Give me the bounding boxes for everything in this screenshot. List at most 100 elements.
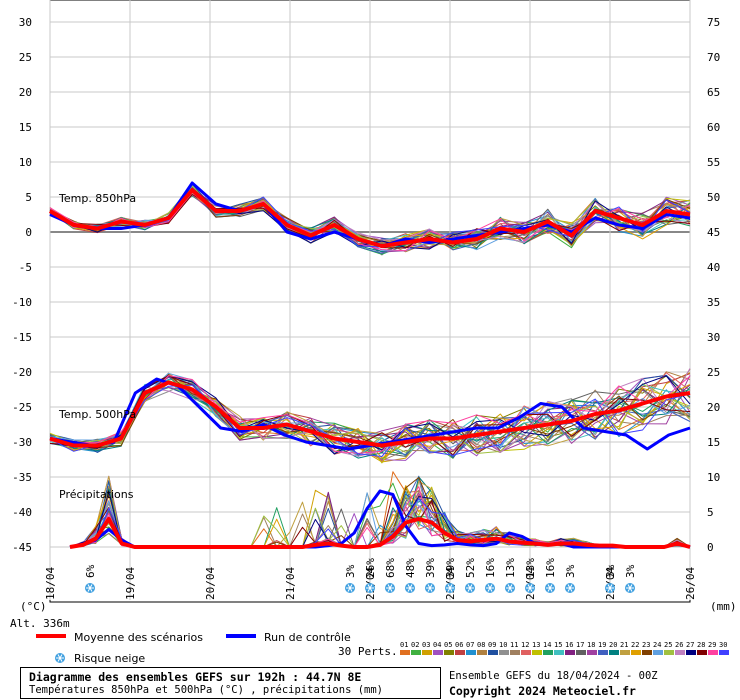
left-tick-label: 5 xyxy=(25,191,32,204)
left-tick-label: 10 xyxy=(19,156,32,169)
snow-risk-marker: 52% xyxy=(464,558,477,593)
left-tick-label: 25 xyxy=(19,51,32,64)
pert-swatch xyxy=(455,650,465,655)
pert-swatch xyxy=(653,650,663,655)
snow-risk-pct: 3% xyxy=(564,564,577,578)
left-tick-label: 15 xyxy=(19,121,32,134)
pert-number: 22 xyxy=(631,641,639,649)
pert-swatch xyxy=(664,650,674,655)
footer-title: Diagramme des ensembles GEFS sur 192h : … xyxy=(29,670,362,684)
pert-number: 24 xyxy=(653,641,661,649)
right-tick-label: 10 xyxy=(707,471,720,484)
snow-risk-pct: 6% xyxy=(84,564,97,578)
pert-number: 25 xyxy=(664,641,672,649)
right-tick-label: 0 xyxy=(707,541,714,554)
right-tick-label: 65 xyxy=(707,86,720,99)
pert-number: 11 xyxy=(510,641,518,649)
snow-risk-marker: 13% xyxy=(504,558,517,593)
pert-swatch xyxy=(620,650,630,655)
pert-number: 15 xyxy=(554,641,562,649)
snow-risk-marker: 48% xyxy=(404,558,417,593)
pert-number: 26 xyxy=(675,641,683,649)
mean-legend-swatch xyxy=(36,634,66,638)
pert-number: 19 xyxy=(598,641,606,649)
right-tick-label: 30 xyxy=(707,331,720,344)
left-tick-label: -25 xyxy=(12,401,32,414)
left-tick-label: 0 xyxy=(25,226,32,239)
pert-number: 08 xyxy=(477,641,485,649)
right-tick-label: 20 xyxy=(707,401,720,414)
t500-panel-label: Temp. 500hPa xyxy=(58,408,136,421)
t500-mean-line xyxy=(49,380,691,448)
pert-swatch xyxy=(477,650,487,655)
t850-panel-label: Temp. 850hPa xyxy=(58,192,136,205)
snow-risk-pct: 39% xyxy=(444,558,457,578)
snow-risk-pct: 26% xyxy=(364,558,377,578)
pert-swatch xyxy=(433,650,443,655)
date-tick-label: 26/04 xyxy=(684,567,697,600)
pert-number: 07 xyxy=(466,641,474,649)
left-tick-label: -40 xyxy=(12,506,32,519)
snow-risk-pct: 52% xyxy=(464,558,477,578)
snow-risk-pct: 48% xyxy=(404,558,417,578)
pert-number: 05 xyxy=(444,641,452,649)
precip-mean-line xyxy=(69,517,691,549)
pert-swatch xyxy=(686,650,696,655)
snow-risk-marker: 68% xyxy=(384,558,397,593)
pert-swatch xyxy=(675,650,685,655)
pert-swatch xyxy=(521,650,531,655)
pert-number: 23 xyxy=(642,641,650,649)
pert-number: 06 xyxy=(455,641,463,649)
date-tick-label: 20/04 xyxy=(204,567,217,600)
pert-swatch xyxy=(532,650,542,655)
left-tick-label: -30 xyxy=(12,436,32,449)
snow-risk-marker: 6% xyxy=(84,564,97,593)
main-series xyxy=(48,181,691,549)
right-tick-label: 35 xyxy=(707,296,720,309)
snow-risk-pct: 16% xyxy=(544,558,557,578)
right-tick-label: 5 xyxy=(707,506,714,519)
right-tick-label: 25 xyxy=(707,366,720,379)
t850-mean-line xyxy=(48,188,691,248)
pert-number: 02 xyxy=(411,641,419,649)
left-tick-label: -10 xyxy=(12,296,32,309)
snow-risk-marker: 13% xyxy=(524,558,537,593)
pert-swatch xyxy=(510,650,520,655)
t500-member-line xyxy=(49,375,691,461)
snow-risk-marker: 3% xyxy=(344,564,357,593)
left-tick-label: -5 xyxy=(19,261,32,274)
pert-number: 01 xyxy=(400,641,408,649)
snow-risk-pct: 3% xyxy=(624,564,637,578)
right-tick-label: 15 xyxy=(707,436,720,449)
right-tick-label: 50 xyxy=(707,191,720,204)
date-tick-label: 21/04 xyxy=(284,567,297,600)
control-legend-label: Run de contrôle xyxy=(264,631,351,644)
snow-risk-pct: 68% xyxy=(384,558,397,578)
pert-number: 14 xyxy=(543,641,551,649)
date-tick-label: 18/04 xyxy=(44,567,57,600)
pert-number: 27 xyxy=(686,641,694,649)
snow-risk-pct: 3% xyxy=(604,564,617,578)
snow-risk-marker: 3% xyxy=(564,564,577,593)
snowflake-icon xyxy=(55,653,65,663)
mean-legend-label: Moyenne des scénarios xyxy=(74,631,203,644)
right-tick-label: 75 xyxy=(707,16,720,29)
pert-number: 20 xyxy=(609,641,617,649)
snow-risk-marker: 3% xyxy=(604,564,617,593)
pert-number: 13 xyxy=(532,641,540,649)
pert-swatch xyxy=(576,650,586,655)
left-tick-label: -20 xyxy=(12,366,32,379)
t500-member-line xyxy=(49,381,691,458)
pert-number: 28 xyxy=(697,641,705,649)
pert-number: 29 xyxy=(708,641,716,649)
left-tick-label: 30 xyxy=(19,16,32,29)
t850-member-line xyxy=(49,192,691,247)
copyright: Copyright 2024 Meteociel.fr xyxy=(449,684,636,698)
date-tick-label: 19/04 xyxy=(124,567,137,600)
right-tick-label: 60 xyxy=(707,121,720,134)
t500-member-line xyxy=(49,384,691,457)
pert-number: 09 xyxy=(488,641,496,649)
snow-risk-marker: 16% xyxy=(484,558,497,593)
snow-risk-pct: 13% xyxy=(524,558,537,578)
